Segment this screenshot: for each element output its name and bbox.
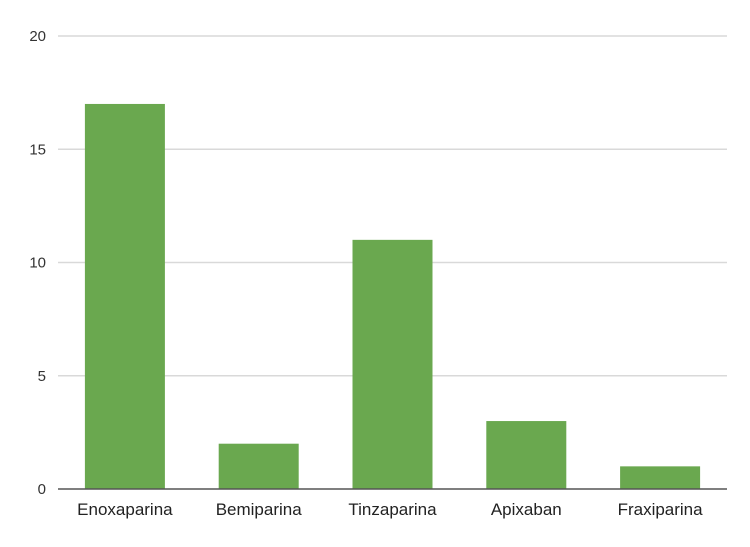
y-tick-label: 5 xyxy=(38,368,46,385)
bar-enoxaparina[interactable] xyxy=(84,103,165,489)
x-axis-category-labels: Enoxaparina Bemiparina Tinzaparina Apixaban… xyxy=(77,500,703,519)
bar-bemiparina[interactable] xyxy=(218,443,299,489)
bar-fraxiparina[interactable] xyxy=(620,466,701,489)
bar-tinzaparina[interactable] xyxy=(352,239,433,489)
bar-apixaban[interactable] xyxy=(486,421,567,489)
x-category-label: Enoxaparina xyxy=(77,500,173,519)
x-category-label: Apixaban xyxy=(491,500,562,519)
y-tick-label: 15 xyxy=(29,141,46,158)
x-category-label: Tinzaparina xyxy=(348,500,437,519)
x-category-label: Fraxiparina xyxy=(618,500,704,519)
y-tick-label: 0 xyxy=(38,481,46,498)
y-tick-label: 20 xyxy=(29,28,46,45)
x-category-label: Bemiparina xyxy=(216,500,303,519)
y-axis-tick-labels: 0 5 10 15 20 xyxy=(29,28,46,498)
bars xyxy=(84,103,701,489)
y-tick-label: 10 xyxy=(29,255,46,272)
